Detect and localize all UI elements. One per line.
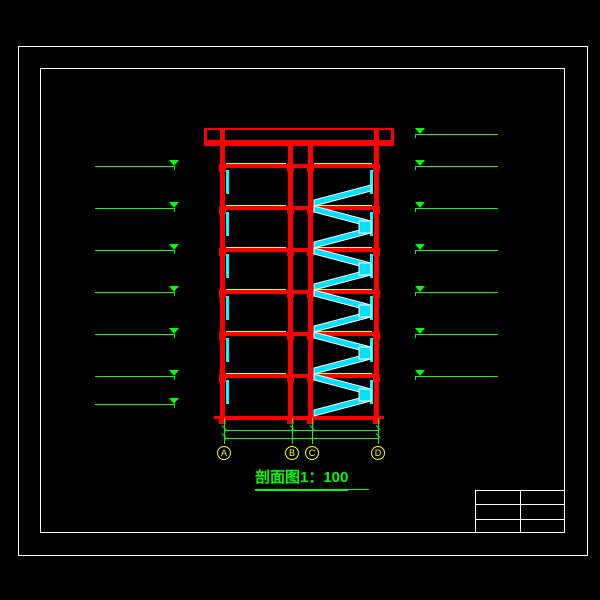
elev-marker-triangle-right: [415, 244, 425, 250]
elev-marker-line-left: [95, 208, 175, 209]
elev-marker-tick: [174, 334, 175, 338]
elev-marker-line-right: [415, 334, 498, 335]
elev-marker-tick: [174, 292, 175, 296]
elev-marker-line-right: [415, 134, 498, 135]
section-title: 剖面图1：100: [255, 466, 348, 491]
elev-marker-triangle-right: [415, 202, 425, 208]
elev-marker-line-left: [95, 292, 175, 293]
elev-marker-tick: [415, 134, 416, 138]
grid-bubble: A: [217, 446, 231, 460]
grid-line: [312, 418, 313, 444]
elev-marker-tick: [415, 376, 416, 380]
stair-section: [0, 0, 600, 600]
elev-marker-tick: [415, 166, 416, 170]
elev-marker-line-right: [415, 208, 498, 209]
elev-marker-tick: [415, 208, 416, 212]
grid-bubble: C: [305, 446, 319, 460]
elev-marker-tick: [174, 404, 175, 408]
elev-marker-line-right: [415, 166, 498, 167]
elev-marker-line-right: [415, 250, 498, 251]
grid-line: [378, 418, 379, 444]
elev-marker-tick: [174, 376, 175, 380]
grid-bubble: B: [285, 446, 299, 460]
elev-marker-line-right: [415, 292, 498, 293]
elev-marker-tick: [174, 208, 175, 212]
dim-line: [224, 430, 378, 431]
elev-marker-triangle-right: [415, 160, 425, 166]
elev-marker-line-left: [95, 404, 175, 405]
elev-marker-triangle-right: [415, 128, 425, 134]
elev-marker-triangle-right: [415, 328, 425, 334]
elev-marker-tick: [174, 166, 175, 170]
dim-line: [224, 438, 378, 439]
elev-marker-line-left: [95, 250, 175, 251]
grid-line: [292, 418, 293, 444]
section-title-underline: [255, 489, 369, 490]
elev-marker-tick: [174, 250, 175, 254]
elev-marker-line-right: [415, 376, 498, 377]
elev-marker-tick: [415, 292, 416, 296]
elev-marker-triangle-right: [415, 286, 425, 292]
drawing-canvas: { "canvas": { "width": 600, "height": 60…: [0, 0, 600, 600]
elev-marker-line-left: [95, 376, 175, 377]
elev-marker-line-left: [95, 166, 175, 167]
grid-line: [224, 418, 225, 444]
grid-bubble: D: [371, 446, 385, 460]
elev-marker-tick: [415, 250, 416, 254]
elev-marker-triangle-right: [415, 370, 425, 376]
elev-marker-tick: [415, 334, 416, 338]
elev-marker-line-left: [95, 334, 175, 335]
